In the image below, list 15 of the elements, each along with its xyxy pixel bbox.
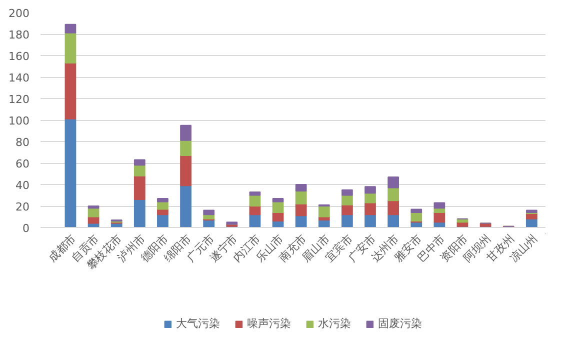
y-tick-label: 80 [16,136,30,149]
y-tick-label: 160 [8,50,30,63]
y-tick-label: 180 [8,28,30,42]
y-tick-label: 100 [8,114,30,128]
y-tick-label: 20 [16,200,30,214]
legend-label: 固废污染 [378,316,422,331]
legend-label: 大气污染 [176,316,220,331]
y-tick-label: 0 [22,222,30,235]
legend-label: 水污染 [318,316,351,331]
y-tick-label: 60 [16,158,30,170]
y-tick-label: 120 [8,93,30,106]
legend-label: 噪声污染 [247,316,291,331]
y-tick-label: 200 [8,7,30,20]
y-tick-label: 40 [16,179,30,192]
y-tick-label: 140 [8,72,30,84]
